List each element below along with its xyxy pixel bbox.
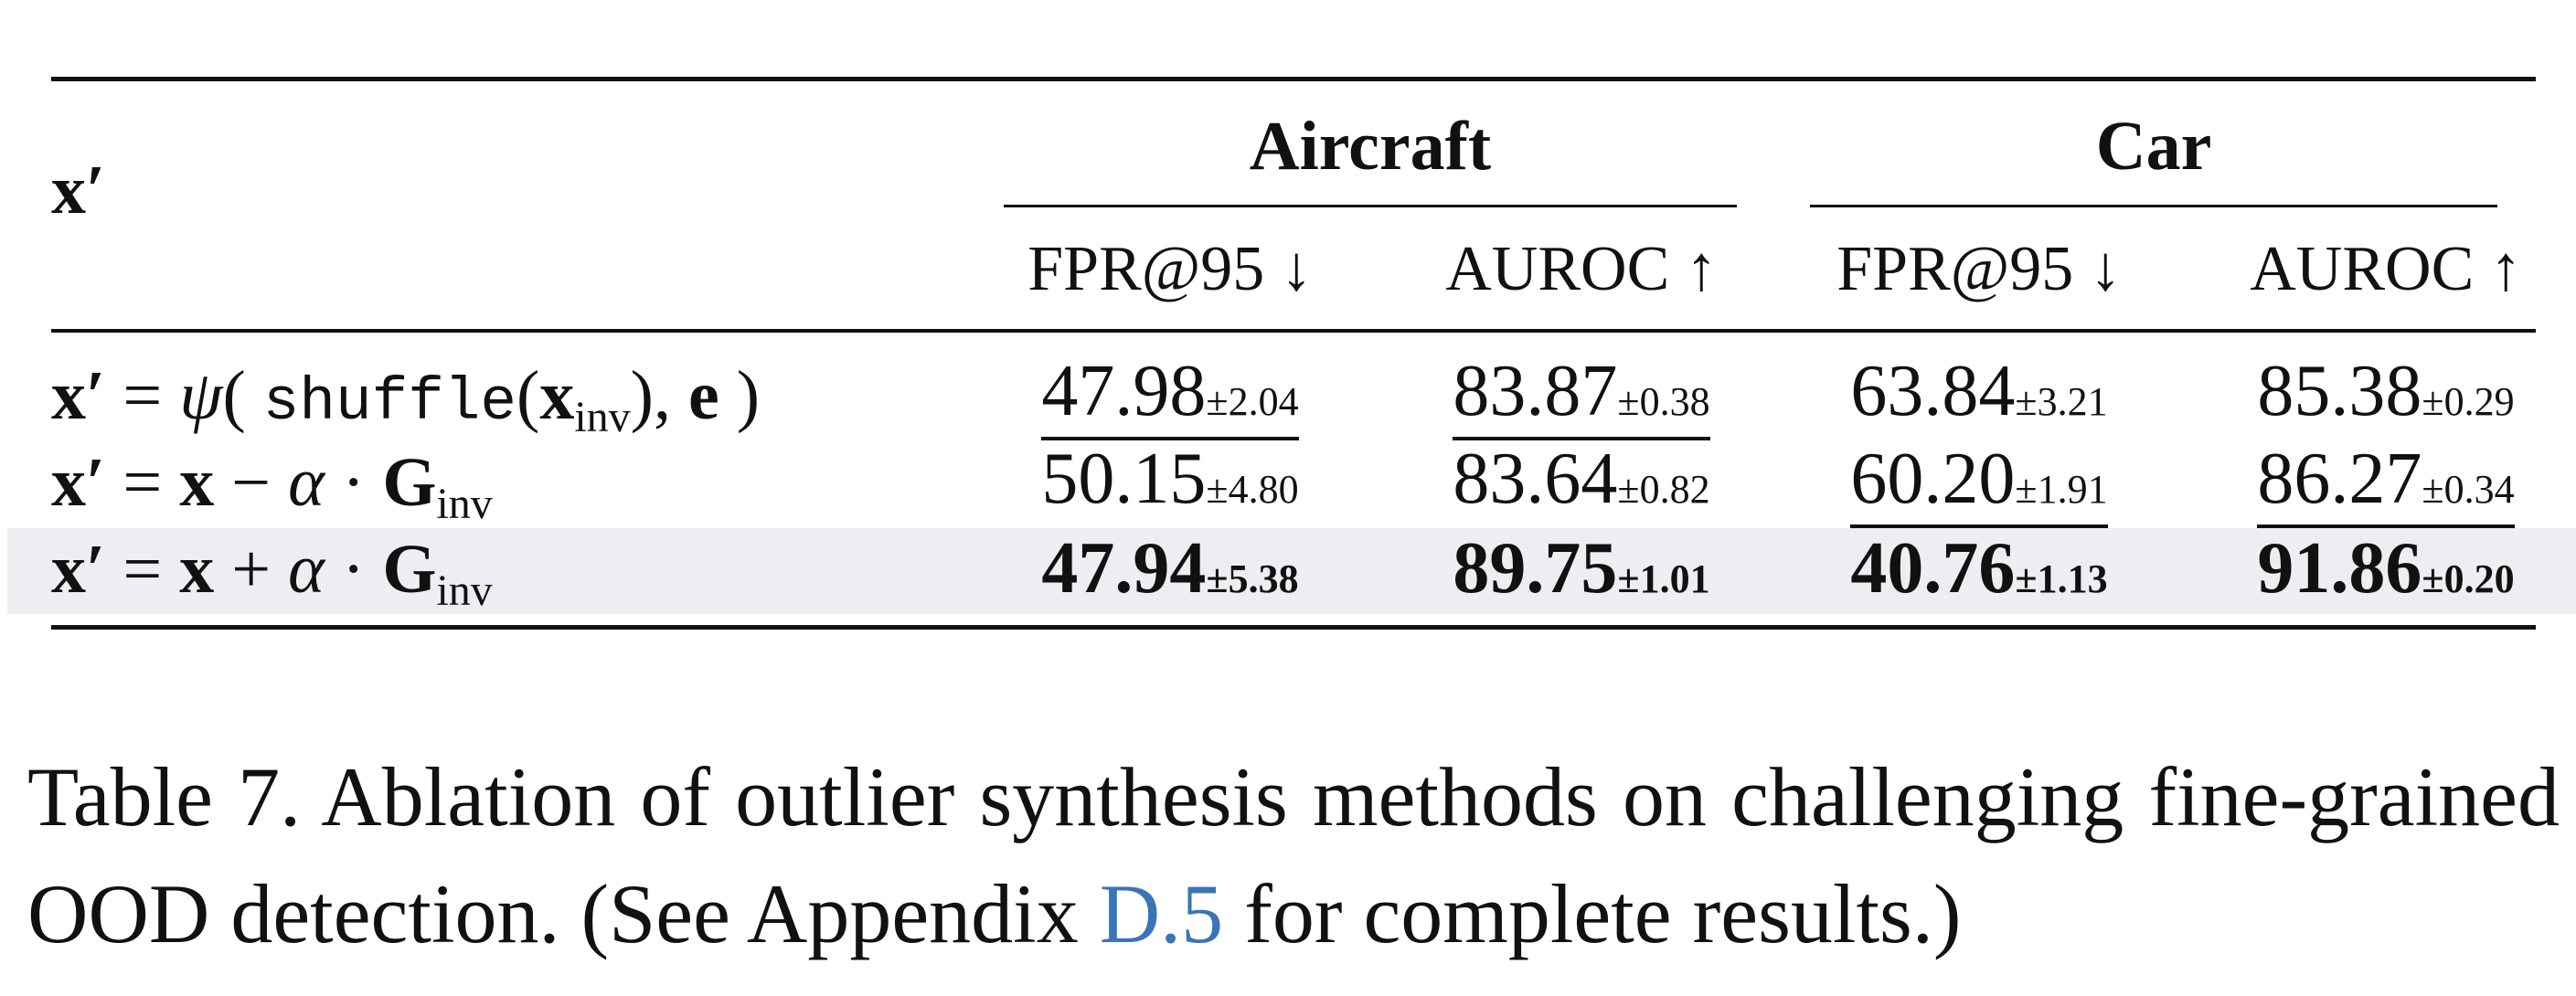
- top-rule: [51, 77, 2536, 81]
- method-shuffle: x′ = ψ( shuffle(xinv), e ): [51, 357, 761, 441]
- cell-r2-car-auroc: 86.27±0.34: [2212, 439, 2560, 528]
- col-header-aircraft-fpr: FPR@95 ↓: [1027, 234, 1313, 304]
- row-label-header: x′: [51, 152, 106, 228]
- cell-r2-aircraft-fpr: 50.15±4.80: [1041, 439, 1299, 519]
- caption-text: Table 7. Ablation of outlier synthesis m…: [27, 750, 2560, 960]
- cell-r1-aircraft-fpr: 47.98±2.04: [996, 351, 1344, 440]
- cell-r1-car-auroc: 85.38±0.29: [2257, 351, 2515, 431]
- col-header-car-fpr: FPR@95 ↓: [1836, 234, 2122, 304]
- table-caption: Table 7. Ablation of outlier synthesis m…: [27, 738, 2560, 972]
- cell-r3-aircraft-fpr: 47.94±5.38: [1041, 528, 1299, 609]
- cell-r3-aircraft-auroc: 89.75±1.01: [1453, 528, 1710, 609]
- method-minus-gradient: x′ = x − α · Ginv: [51, 444, 493, 528]
- cell-r3-car-fpr: 40.76±1.13: [1850, 528, 2108, 609]
- car-cmidrule: [1810, 205, 2497, 207]
- bottom-rule: [51, 625, 2536, 630]
- cell-r3-car-auroc: 91.86±0.20: [2257, 528, 2515, 609]
- cell-r2-aircraft-auroc: 83.64±0.82: [1453, 439, 1710, 519]
- col-header-car-auroc: AUROC ↑: [2250, 234, 2522, 304]
- group-header-car: Car: [2095, 108, 2212, 185]
- cell-r1-car-fpr: 63.84±3.21: [1850, 351, 2108, 431]
- group-header-aircraft: Aircraft: [1249, 108, 1492, 185]
- header-rule: [51, 329, 2536, 333]
- cell-r1-aircraft-auroc: 83.87±0.38: [1408, 351, 1755, 440]
- method-plus-gradient: x′ = x + α · Ginv: [51, 531, 493, 615]
- caption-text-end: for complete results.): [1223, 867, 1962, 960]
- col-header-aircraft-auroc: AUROC ↑: [1445, 234, 1718, 304]
- aircraft-cmidrule: [1004, 205, 1737, 207]
- highlight-row-bg: [7, 528, 2576, 614]
- cell-r2-car-fpr: 60.20±1.91: [1805, 439, 2153, 528]
- appendix-link[interactable]: D.5: [1099, 867, 1224, 960]
